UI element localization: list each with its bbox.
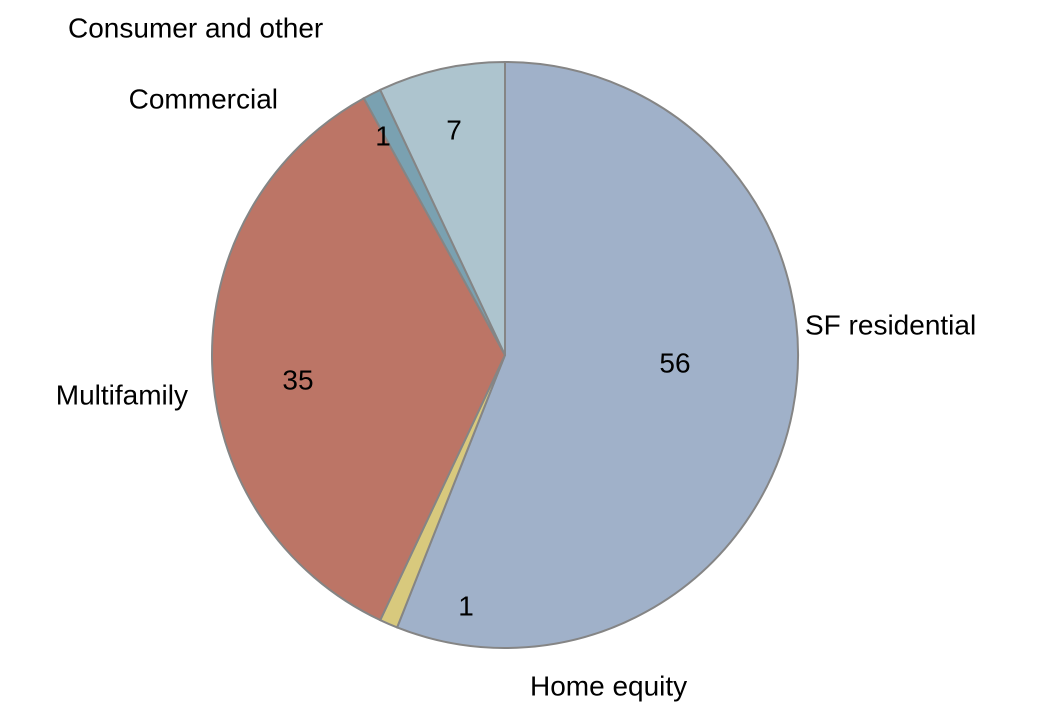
value-label: 56 <box>659 347 690 378</box>
value-label: 1 <box>375 120 391 151</box>
value-label: 7 <box>446 114 462 145</box>
pie-slice <box>211 96 507 622</box>
category-label: Commercial <box>129 83 278 114</box>
category-label: Home equity <box>530 670 687 701</box>
category-label: Consumer and other <box>68 12 323 43</box>
pie-slice <box>378 60 506 356</box>
category-label: SF residential <box>805 309 976 340</box>
pie-slice <box>395 60 799 649</box>
value-label: 35 <box>282 364 313 395</box>
value-label: 1 <box>458 590 474 621</box>
category-label: Multifamily <box>56 379 188 410</box>
